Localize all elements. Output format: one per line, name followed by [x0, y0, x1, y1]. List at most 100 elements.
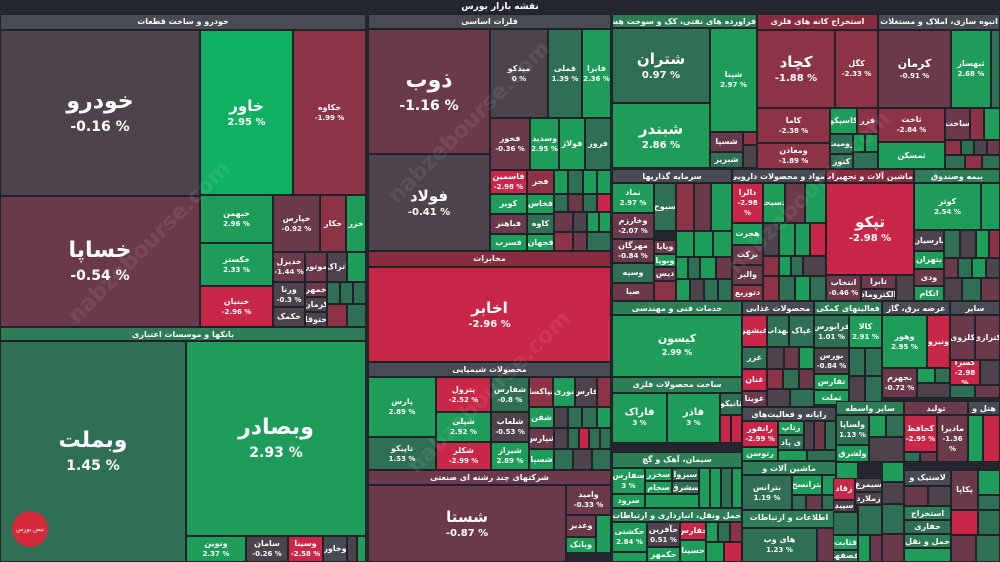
tile-filler[interactable] — [858, 505, 882, 535]
tile-filler[interactable] — [583, 194, 597, 212]
tile-frooz[interactable]: فروز — [585, 118, 611, 170]
tile-ghzar[interactable]: غزر — [742, 347, 767, 369]
tile-shfan[interactable]: شفن — [529, 407, 554, 428]
tile-filler[interactable] — [694, 183, 711, 231]
tile-nemad[interactable]: نماد 2.97 % — [612, 183, 654, 213]
tile-kama[interactable]: کاما -2.38 % — [757, 108, 830, 143]
tile-filler[interactable] — [568, 194, 583, 212]
tile-filler[interactable] — [779, 276, 795, 301]
tile-kavir[interactable]: کویر — [490, 194, 527, 214]
tile-filler[interactable] — [645, 494, 699, 508]
tile-filler[interactable] — [347, 304, 366, 327]
tile-btransh[interactable]: بترانسح — [792, 475, 822, 495]
tile-foolad[interactable]: فولاد -0.41 % — [368, 154, 490, 251]
tile-vkhavar[interactable]: وخاور — [323, 536, 347, 562]
tile-rtap[interactable]: رتاپ — [778, 421, 804, 435]
tile-rtosan[interactable]: رتوسن — [742, 447, 778, 461]
tile-filler[interactable] — [327, 304, 347, 327]
tile-kasra[interactable]: کسرا -2.98 % — [950, 360, 980, 385]
tile-akhaber[interactable]: اخابر -2.96 % — [368, 267, 611, 362]
tile-parsian[interactable]: پارسیان — [914, 230, 944, 251]
tile-filler[interactable] — [720, 415, 731, 443]
tile-saman[interactable]: سامان -0.26 % — [246, 536, 288, 562]
tile-vsina[interactable]: وسینا -2.58 % — [288, 536, 323, 562]
tile-filler[interactable] — [716, 257, 732, 279]
tile-fkhas[interactable]: فخاس — [527, 194, 554, 214]
tile-khodro[interactable]: خودرو -0.16 % — [0, 30, 200, 196]
tile-filler[interactable] — [779, 223, 795, 256]
tile-filler[interactable] — [582, 407, 597, 428]
tile-saba[interactable]: صبا — [612, 283, 654, 301]
tile-ypad[interactable]: ی پاد — [778, 435, 804, 450]
tile-midko[interactable]: میدکو 0 % — [490, 29, 548, 118]
tile-kosar[interactable]: کوثر 2.54 % — [914, 183, 981, 230]
tile-ghvita[interactable]: غویتا — [742, 391, 767, 407]
tile-btrans[interactable]: بترانس 1.19 % — [742, 475, 792, 510]
tile-pars[interactable]: پارس 2.89 % — [368, 377, 436, 437]
tile-filler[interactable] — [904, 452, 920, 462]
tile-fjahan[interactable]: فجهان — [527, 234, 554, 251]
tile-qsafha[interactable]: قصفها — [833, 550, 858, 562]
tile-filler[interactable] — [991, 30, 1000, 108]
tile-btehran[interactable]: بتهران — [914, 251, 944, 269]
tile-filler[interactable] — [951, 535, 976, 562]
tile-filler[interactable] — [978, 495, 1000, 510]
tile-filler[interactable] — [353, 282, 366, 304]
tile-khmehr[interactable]: خمهر — [305, 282, 327, 297]
tile-filler[interactable] — [357, 536, 366, 562]
tile-sepid[interactable]: سپید — [833, 500, 855, 512]
tile-simorgh[interactable]: سیمرغ — [855, 478, 882, 492]
tile-filler[interactable] — [704, 279, 718, 301]
tile-filler[interactable] — [732, 468, 742, 508]
tile-hsina[interactable]: حسینا — [680, 540, 706, 562]
tile-kaveh[interactable]: کاوه — [527, 214, 554, 234]
tile-filler[interactable] — [779, 256, 791, 276]
tile-sfars[interactable]: سفارس 3 % — [612, 468, 645, 494]
tile-filler[interactable] — [792, 495, 806, 510]
tile-smaskan[interactable]: ثمسکن — [878, 142, 945, 169]
tile-kaspko[interactable]: کاسپکو — [830, 108, 857, 134]
tile-filler[interactable] — [986, 258, 1000, 278]
tile-filler[interactable] — [597, 407, 611, 428]
tile-khtoqa[interactable]: ختوقا — [305, 312, 327, 327]
tile-vbank[interactable]: وبانک — [566, 537, 596, 553]
tile-hafarin[interactable]: حآفرین 0.51 % — [647, 522, 680, 547]
tile-filler[interactable] — [858, 535, 870, 562]
tile-filler[interactable] — [945, 140, 961, 155]
tile-filler[interactable] — [951, 510, 978, 535]
tile-filler[interactable] — [882, 462, 904, 482]
tile-filler[interactable] — [928, 486, 951, 506]
tile-shiraz[interactable]: شیراز 2.89 % — [491, 442, 529, 470]
tile-hkeshti[interactable]: حکشتی 2.84 % — [612, 522, 647, 552]
tile-filler[interactable] — [968, 415, 983, 462]
tile-khkaveh[interactable]: خکاوه -1.99 % — [293, 30, 366, 195]
tile-npaksa[interactable]: نپاکسا — [529, 377, 553, 407]
tile-motor[interactable]: موتور — [305, 252, 327, 282]
tile-filler[interactable] — [795, 223, 810, 256]
tile-tpko[interactable]: تپکو -2.98 % — [826, 183, 914, 275]
tile-kchad[interactable]: کچاد -1.88 % — [757, 30, 835, 108]
tile-filler[interactable] — [825, 421, 836, 450]
tile-filler[interactable] — [568, 407, 582, 428]
tile-dis[interactable]: دیس — [654, 267, 676, 281]
tile-filler[interactable] — [718, 522, 730, 542]
tile-shpna[interactable]: شپنا 2.97 % — [710, 28, 757, 132]
tile-filler[interactable] — [676, 183, 694, 231]
tile-khkomak[interactable]: خکمک — [273, 307, 305, 327]
tile-hafari[interactable]: حفاری — [904, 520, 951, 534]
tile-filler[interactable] — [767, 389, 790, 407]
tile-vsepah[interactable]: وسپه — [612, 263, 654, 283]
tile-vlsapa[interactable]: ولساپا 1.13 % — [836, 415, 869, 445]
tile-shasta[interactable]: شستا -0.87 % — [368, 485, 566, 562]
tile-filler[interactable] — [945, 155, 965, 169]
tile-shpli[interactable]: شپلی 2.92 % — [436, 412, 491, 442]
tile-atrak[interactable]: اتراک — [327, 252, 347, 282]
tile-farabourse[interactable]: فرابورس 1.01 % — [814, 315, 849, 348]
tile-filler[interactable] — [944, 230, 960, 258]
tile-srood[interactable]: سرود — [612, 494, 645, 508]
tile-filler[interactable] — [568, 170, 583, 194]
tile-vbsader[interactable]: وبصادر 2.93 % — [186, 341, 366, 536]
tile-filler[interactable] — [554, 449, 573, 470]
tile-sabooh[interactable]: سبوح — [654, 183, 676, 231]
tile-kerman2[interactable]: کرمان — [305, 297, 327, 312]
